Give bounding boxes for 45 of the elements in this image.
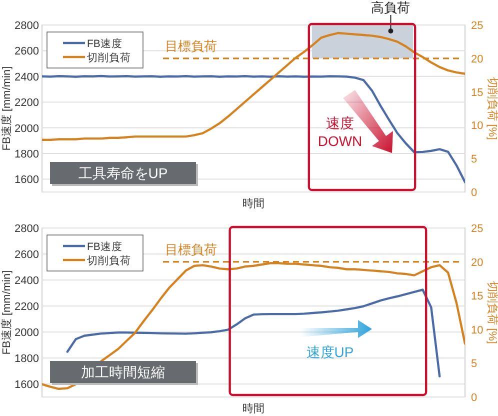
x-axis-title: 時間 xyxy=(242,197,264,210)
annotation: 速度 DOWN xyxy=(318,115,362,149)
y-tick-label: 2400 xyxy=(14,71,39,84)
line-series xyxy=(42,74,465,184)
y-tick-label: 1800 xyxy=(14,353,39,365)
y2-tick-label: 10 xyxy=(471,120,484,132)
y-tick-label: 2400 xyxy=(14,275,39,287)
y-tick-label: 1800 xyxy=(14,148,39,160)
y2-tick-label: 5 xyxy=(471,154,478,166)
annotation: 速度UP xyxy=(306,344,354,360)
y2-tick-label: 10 xyxy=(471,324,484,336)
y-tick-label: 2200 xyxy=(14,97,39,110)
legend-label: FB速度 xyxy=(87,37,122,50)
ref-line-label: 目標負荷 xyxy=(165,38,217,54)
y2-tick-label: 5 xyxy=(471,358,478,370)
line-series xyxy=(66,288,441,378)
x-axis-title: 時間 xyxy=(242,402,264,415)
y2-tick-label: 20 xyxy=(471,256,484,269)
y-tick-label: 2600 xyxy=(14,46,39,58)
y-tick-label: 1600 xyxy=(14,379,39,391)
y-tick-label: 2200 xyxy=(14,301,39,313)
legend-label: 切削負荷 xyxy=(87,254,131,267)
y-axis-title: FB速度 [mm/min] xyxy=(0,270,13,355)
y2-tick-label: 0 xyxy=(471,392,478,404)
y2-axis-title: 切削負荷 [%] xyxy=(486,281,498,344)
y-tick-label: 2000 xyxy=(14,122,39,135)
y2-axis-title: 切削負荷 [%] xyxy=(486,77,498,140)
legend-label: FB速度 xyxy=(87,240,122,253)
y-tick-label: 2800 xyxy=(14,223,39,235)
y-tick-label: 2000 xyxy=(14,327,39,339)
annotation: 加工時間短縮 xyxy=(81,364,165,380)
y2-tick-label: 15 xyxy=(471,86,484,99)
y-tick-label: 1600 xyxy=(14,174,39,186)
y2-tick-label: 15 xyxy=(471,290,484,303)
y-axis-title: FB速度 [mm/min] xyxy=(0,66,13,151)
y2-tick-label: 25 xyxy=(471,223,484,235)
y2-tick-label: 25 xyxy=(471,20,484,32)
annotation: 工具寿命をUP xyxy=(78,165,168,181)
ref-line-label: 目標負荷 xyxy=(165,242,217,257)
legend-label: 切削負荷 xyxy=(87,51,131,64)
y-tick-label: 2600 xyxy=(14,249,39,261)
y2-tick-label: 0 xyxy=(471,187,478,199)
y-tick-label: 2800 xyxy=(14,20,39,32)
band-label: 高負荷 xyxy=(371,0,410,15)
y2-tick-label: 20 xyxy=(471,53,484,66)
